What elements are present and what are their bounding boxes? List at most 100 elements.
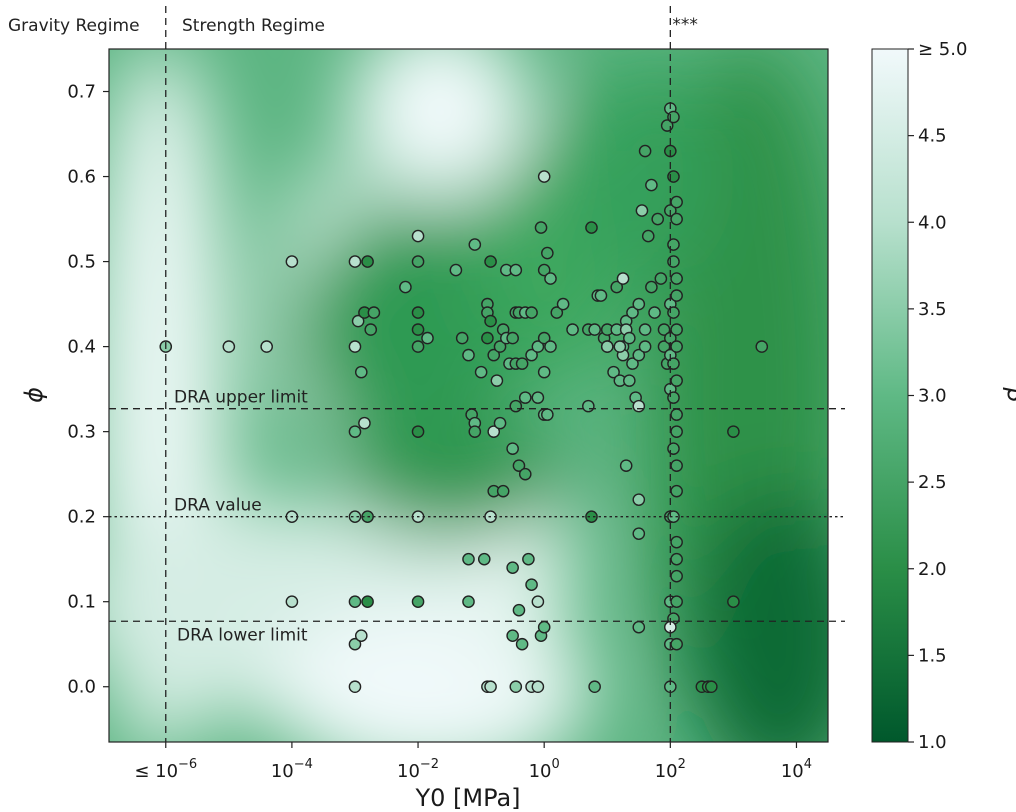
scatter-point	[354, 365, 368, 379]
scatter-points	[159, 102, 769, 694]
scatter-point	[496, 484, 510, 498]
scatter-point	[477, 552, 491, 566]
scatter-point	[648, 306, 661, 319]
scatter-point	[623, 331, 636, 345]
scatter-point	[670, 637, 683, 651]
vline-label: ***	[672, 15, 698, 35]
scatter-point	[531, 680, 545, 694]
scatter-point	[462, 552, 475, 566]
scatter-point	[585, 221, 598, 234]
hline-label: DRA value	[174, 496, 262, 516]
scatter-point	[755, 340, 769, 353]
scatter-point	[487, 348, 501, 362]
scatter-point	[670, 552, 683, 566]
scatter-point	[411, 425, 425, 438]
x-axis-ticks: ≤ 10−6 10−4 10−2 100 102 104	[134, 742, 812, 782]
x-tick-label: ≤ 10−6	[134, 757, 197, 782]
scatter-point	[610, 280, 624, 294]
scatter-point	[506, 629, 519, 643]
scatter-point	[487, 425, 501, 438]
scatter-point	[670, 212, 683, 226]
plot-frame	[108, 48, 829, 743]
scatter-point	[411, 340, 425, 353]
scatter-point	[607, 365, 620, 379]
scatter-point	[348, 637, 362, 651]
x-axis-label: Y0 [MPa]	[414, 784, 520, 812]
hline-label: DRA upper limit	[174, 388, 308, 408]
scatter-point	[541, 408, 554, 421]
x-tick-label: 10−2	[397, 757, 439, 782]
scatter-point	[260, 340, 273, 353]
y-tick-label: 0.1	[67, 592, 96, 613]
scatter-point	[411, 323, 425, 336]
scatter-point	[626, 306, 639, 319]
scatter-point	[705, 680, 718, 694]
y-tick-label: 0.4	[67, 337, 96, 358]
scatter-point	[361, 255, 374, 268]
scatter-point	[670, 484, 683, 498]
scatter-point	[667, 255, 680, 268]
scatter-point	[654, 272, 668, 285]
scatter-point	[484, 255, 497, 268]
scatter-point	[474, 365, 488, 379]
colorbar-tick-label: ≥ 5.0	[918, 39, 967, 60]
scatter-point	[588, 680, 601, 694]
colorbar-ticks: 1.0 1.5 2.0 2.5 3.0 3.5 4.0 4.5 ≥ 5.0	[908, 39, 967, 753]
scatter-point	[670, 195, 683, 209]
scatter-point	[506, 442, 519, 455]
scatter-point	[512, 603, 526, 617]
scatter-point	[657, 340, 671, 353]
scatter-point	[462, 595, 475, 608]
scatter-point	[411, 255, 425, 268]
scatter-point	[493, 340, 507, 353]
scatter-point	[518, 467, 532, 481]
colorbar-tick-label: 1.5	[918, 645, 947, 666]
scatter-point	[537, 263, 551, 277]
scatter-point	[632, 527, 646, 540]
scatter-point	[512, 459, 526, 472]
gravity-regime-label: Gravity Regime	[8, 16, 140, 36]
y-axis-label: ϕ	[20, 387, 48, 403]
scatter-point	[632, 297, 646, 311]
scatter-point	[613, 340, 627, 353]
scatter-point	[582, 399, 595, 413]
scatter-point	[348, 595, 362, 608]
scatter-point	[522, 552, 535, 566]
scatter-point	[645, 178, 658, 192]
scatter-point	[364, 323, 378, 336]
scatter-point	[411, 306, 425, 319]
y-axis-ticks: 0.0 0.1 0.2 0.3 0.4 0.5 0.6 0.7	[67, 82, 109, 698]
colorbar	[871, 48, 909, 743]
scatter-point	[537, 170, 551, 183]
colorbar-tick-label: 4.5	[918, 126, 947, 147]
scatter-point	[481, 331, 494, 345]
scatter-point	[638, 323, 652, 336]
scatter-point	[525, 578, 538, 591]
y-tick-label: 0.6	[67, 167, 96, 188]
scatter-point	[449, 263, 463, 277]
scatter-point	[632, 620, 646, 634]
scatter-point	[462, 348, 475, 362]
scatter-point	[531, 340, 545, 353]
scatter-point	[518, 391, 532, 404]
y-tick-label: 0.5	[67, 252, 96, 273]
scatter-point	[632, 348, 646, 362]
scatter-point	[537, 620, 551, 634]
scatter-point	[348, 510, 362, 523]
scatter-point	[544, 272, 557, 285]
scatter-point	[421, 331, 434, 345]
scatter-point	[641, 229, 655, 243]
scatter-point	[531, 595, 545, 608]
scatter-point	[534, 221, 548, 234]
colorbar-tick-label: 3.0	[918, 386, 947, 407]
scatter-point	[670, 340, 683, 353]
scatter-point	[361, 595, 374, 608]
scatter-point	[588, 323, 601, 336]
hline-label: DRA lower limit	[177, 625, 308, 645]
scatter-point	[509, 399, 523, 413]
scatter-point	[667, 170, 680, 183]
colorbar-tick-label: 2.5	[918, 472, 947, 493]
scatter-point	[515, 637, 529, 651]
scatter-point	[348, 425, 362, 438]
